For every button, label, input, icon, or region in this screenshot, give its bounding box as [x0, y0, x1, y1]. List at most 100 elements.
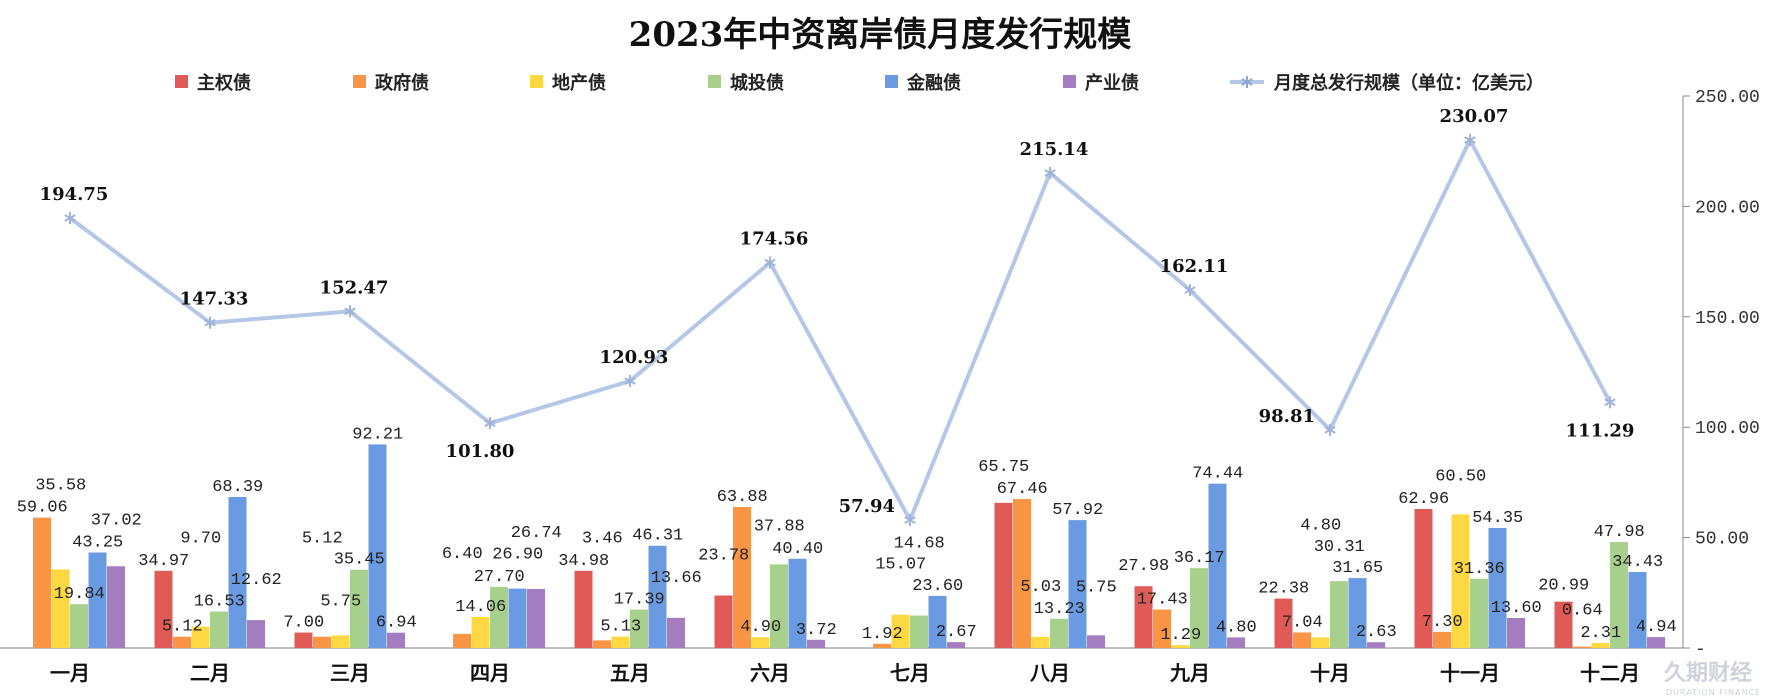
legend-label: 金融债: [906, 72, 961, 94]
bar-data-label: 16.53: [194, 593, 245, 612]
star-stroke: [1241, 78, 1253, 86]
bar-data-label: 92.21: [352, 425, 403, 444]
star-stroke: [204, 318, 216, 327]
star-stroke: [1184, 286, 1196, 294]
star-marker-icon: [64, 211, 76, 224]
bar-0: [714, 595, 733, 648]
bar-0: [294, 632, 313, 648]
bar-5: [1647, 637, 1665, 648]
bar-2: [1451, 514, 1470, 648]
star-stroke: [1464, 136, 1476, 144]
bar-1: [1293, 632, 1311, 648]
bar-4: [368, 444, 387, 648]
category-group: [714, 506, 825, 648]
star-marker-icon: [1184, 284, 1196, 297]
bar-data-label: 67.46: [997, 480, 1048, 499]
legend-swatch-5: [1063, 75, 1076, 88]
bar-0: [1414, 508, 1433, 648]
total-line: 194.75 147.33 152.47 101.80 120.93 174.56 57.9…: [40, 106, 1635, 527]
line-data-label: 111.29: [1566, 420, 1635, 441]
bar-data-label: 5.12: [162, 618, 203, 637]
bar-data-label: 34.43: [1612, 553, 1663, 572]
bar-2: [891, 614, 910, 648]
bar-data-label: 37.88: [754, 517, 805, 536]
legend-label: 主权债: [197, 72, 251, 94]
bar-1: [173, 636, 191, 648]
category-group: [1134, 483, 1245, 648]
bar-1: [33, 517, 51, 648]
chart-title: 2023年中资离岸债月度发行规模: [629, 15, 1132, 55]
bar-data-label: 17.39: [614, 591, 665, 610]
bar-4: [1068, 520, 1087, 648]
axis-tick-label: 50.00: [1695, 530, 1749, 550]
bar-data-label: 3.46: [582, 529, 623, 548]
line-data-label: 152.47: [320, 277, 389, 298]
bar-1: [1433, 631, 1451, 648]
bar-data-label: 26.74: [511, 524, 562, 543]
bar-5: [667, 617, 685, 648]
bar-0: [574, 570, 593, 648]
bar-data-label: 14.06: [455, 598, 506, 617]
bar-4: [788, 558, 807, 648]
bar-data-label: 4.80: [1300, 516, 1341, 535]
bar-5: [1087, 635, 1105, 648]
legend-swatch-1: [353, 75, 366, 88]
x-tick-label: 十一月: [1440, 661, 1500, 685]
bar-data-label: 9.70: [180, 530, 221, 549]
bar-data-label: 5.13: [600, 618, 641, 637]
category-group: [873, 595, 965, 648]
bar-data-label: 27.98: [1118, 557, 1169, 576]
star-marker-icon: [1324, 423, 1336, 436]
bar-5: [247, 620, 265, 648]
bar-1: [313, 636, 331, 648]
bar-3: [910, 615, 928, 648]
category-group: [33, 517, 125, 648]
star-marker-icon: [1241, 76, 1253, 88]
bar-data-label: 31.36: [1454, 560, 1505, 579]
star-stroke: [1604, 398, 1616, 407]
bar-data-label: 34.97: [138, 552, 189, 571]
bar-5: [1367, 642, 1385, 648]
bar-1: [1013, 499, 1031, 648]
bar-3: [1190, 568, 1208, 648]
bar-data-label: 27.70: [474, 568, 525, 587]
star-stroke: [904, 516, 916, 524]
category-group: [294, 444, 405, 648]
bar-data-label: 5.75: [320, 592, 361, 611]
bar-data-label: 3.72: [796, 621, 837, 640]
bar-4: [228, 496, 247, 648]
x-tick-label: 三月: [330, 661, 370, 685]
line-data-label: 98.81: [1259, 406, 1315, 427]
bar-0: [1554, 601, 1573, 648]
axis-tick-label: 250.00: [1695, 88, 1760, 108]
axis-tick-label: 100.00: [1695, 419, 1760, 439]
line-data-label: 194.75: [40, 184, 109, 205]
x-axis-labels: 一月 二月 三月 四月 五月 六月 七月 八月 九月 十月 十一月 十二月: [50, 661, 1640, 685]
bar-data-label: 13.60: [1491, 599, 1542, 618]
star-marker-icon: [344, 305, 356, 318]
x-tick-label: 九月: [1169, 661, 1210, 685]
bar-data-label: 17.43: [1137, 591, 1188, 610]
line-data-label: 57.94: [839, 496, 895, 517]
bar-0: [1274, 598, 1293, 648]
legend: 主权债 政府债 地产债 城投债 金融债 产业债 月度总发行规模（单位：亿美元）: [175, 72, 1544, 94]
star-marker-icon: [1604, 396, 1616, 409]
star-stroke: [64, 214, 76, 222]
bar-data-label: 23.60: [912, 577, 963, 596]
bar-3: [210, 611, 228, 648]
star-stroke: [344, 307, 356, 316]
legend-label: 产业债: [1085, 72, 1139, 94]
bar-data-label: 68.39: [212, 478, 263, 497]
x-tick-label: 二月: [190, 661, 230, 685]
bar-2: [471, 616, 490, 648]
line-data-label: 147.33: [180, 289, 249, 310]
category-group: [1554, 542, 1665, 648]
bar-data-label: 74.44: [1192, 465, 1243, 484]
bar-data-label: 4.90: [740, 618, 781, 637]
bar-data-label: 2.67: [936, 623, 977, 642]
bar-data-label: 4.94: [1636, 618, 1677, 637]
star-marker-icon: [904, 514, 916, 527]
bar-data-label: 62.96: [1398, 490, 1449, 509]
axis-tick-label: 200.00: [1695, 198, 1760, 218]
bar-data-label: 60.50: [1435, 467, 1486, 486]
